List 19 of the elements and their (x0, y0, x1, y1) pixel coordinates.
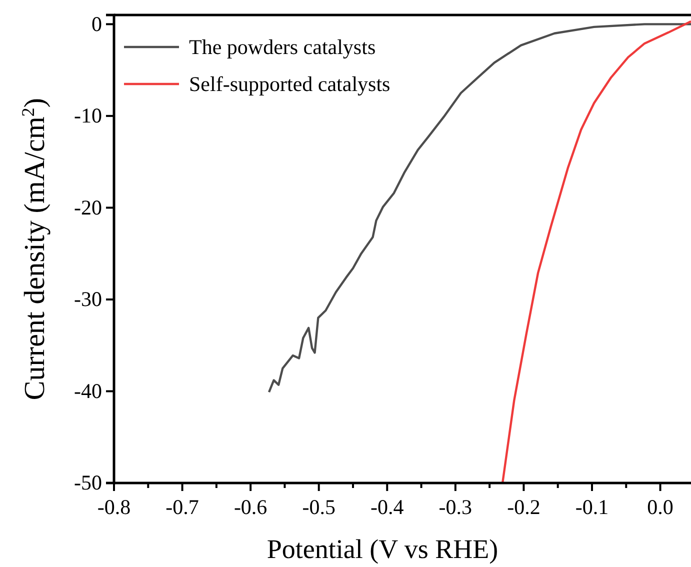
x-tick-label: -0.4 (370, 495, 404, 520)
x-tick-label: -0.6 (234, 495, 268, 520)
x-tick-label: -0.7 (166, 495, 199, 520)
legend-label: Self-supported catalysts (189, 72, 390, 96)
y-tick-label: 0 (92, 12, 102, 36)
x-tick-label: -0.5 (302, 495, 336, 520)
x-tick-label: -0.2 (507, 495, 540, 520)
y-tick-label: -10 (74, 104, 102, 128)
y-tick-label: -30 (74, 287, 102, 312)
x-tick-label: -0.8 (97, 495, 131, 520)
x-tick-label: -0.1 (575, 495, 609, 520)
legend-label: The powders catalysts (189, 35, 376, 59)
y-tick-label: -20 (74, 195, 102, 220)
line-series (501, 20, 691, 484)
y-tick-label: -50 (74, 470, 102, 495)
x-tick-label: -0.3 (438, 495, 472, 520)
x-axis-title: Potential (V vs RHE) (266, 534, 498, 564)
y-tick-label: -40 (74, 378, 102, 403)
x-tick-label: 0.0 (647, 495, 674, 520)
